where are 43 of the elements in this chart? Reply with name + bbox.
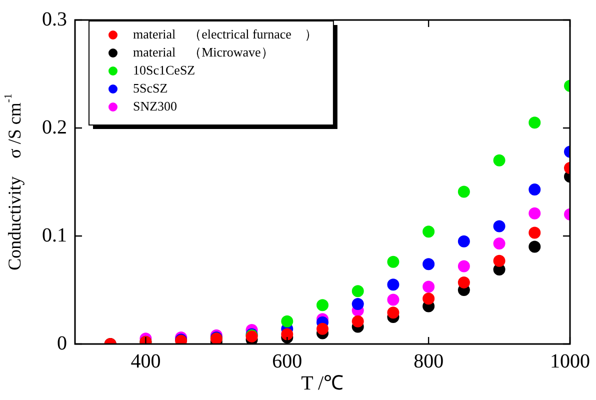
point	[387, 294, 400, 306]
point	[458, 276, 470, 288]
point	[528, 207, 541, 220]
point	[458, 186, 470, 198]
point	[352, 315, 364, 328]
point	[422, 258, 435, 270]
point	[493, 254, 506, 267]
point	[352, 298, 364, 310]
point	[422, 226, 435, 238]
point	[316, 322, 328, 335]
point	[387, 306, 400, 319]
legend-label: 5ScSZ	[133, 80, 168, 96]
point	[281, 315, 294, 328]
legend-label: material （electrical furnace ）	[133, 26, 318, 42]
y-tick-label: 0.1	[42, 224, 67, 246]
point	[352, 285, 364, 298]
point	[422, 280, 435, 293]
point	[281, 328, 294, 340]
point	[316, 299, 328, 312]
y-tick-label: 0	[57, 332, 67, 354]
point	[493, 154, 506, 166]
point	[528, 116, 541, 129]
legend-label: SNZ300	[133, 98, 178, 114]
point	[528, 240, 541, 253]
point	[493, 238, 506, 250]
x-tick-label: 1000	[550, 350, 590, 372]
point	[422, 292, 435, 305]
point	[528, 184, 541, 196]
point	[493, 220, 506, 232]
x-axis-title: T /℃	[301, 372, 344, 394]
point	[458, 235, 470, 248]
x-tick-label: 400	[130, 350, 161, 372]
point	[387, 278, 400, 291]
point	[458, 260, 470, 272]
point	[528, 226, 541, 239]
legend-label: material （Microwave）	[133, 44, 274, 60]
y-axis-title: Conductivity σ /S cm-1	[2, 94, 25, 270]
y-tick-label: 0.2	[42, 116, 67, 138]
y-tick-label: 0.3	[42, 8, 67, 30]
point	[387, 256, 400, 268]
legend-label: 10Sc1CeSZ	[133, 62, 196, 78]
x-tick-label: 600	[272, 350, 302, 372]
x-tick-label: 800	[414, 350, 444, 372]
